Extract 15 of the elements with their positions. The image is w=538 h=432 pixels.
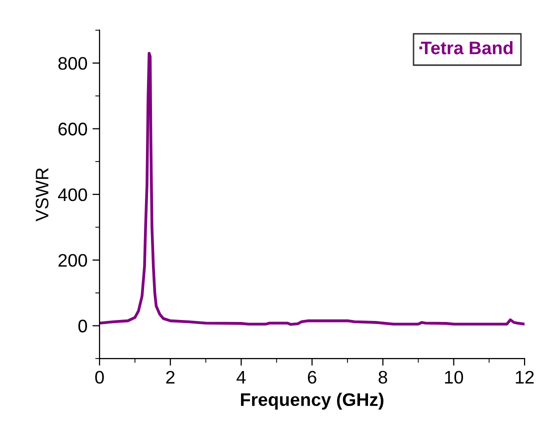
x-tick-label: 6 [308,370,316,384]
x-tick-label: 4 [236,371,246,384]
y-axis-title: VSWR [36,168,48,222]
y-tick-label: 600 [58,122,88,136]
x-tick-label: 2 [166,370,174,384]
x-tick-label: 12 [516,370,534,384]
y-tick-label: 0 [78,320,88,332]
x-axis-title: Frequency (GHz) [241,392,384,410]
legend-label: Tetra Band [420,41,513,54]
x-tick-label: 0 [95,370,104,384]
x-tick-label: 8 [378,370,388,384]
y-tick-label: 200 [58,254,88,267]
x-tick-label: 10 [445,370,464,384]
y-tick-label: 800 [58,57,88,70]
y-tick-label: 400 [58,188,88,202]
